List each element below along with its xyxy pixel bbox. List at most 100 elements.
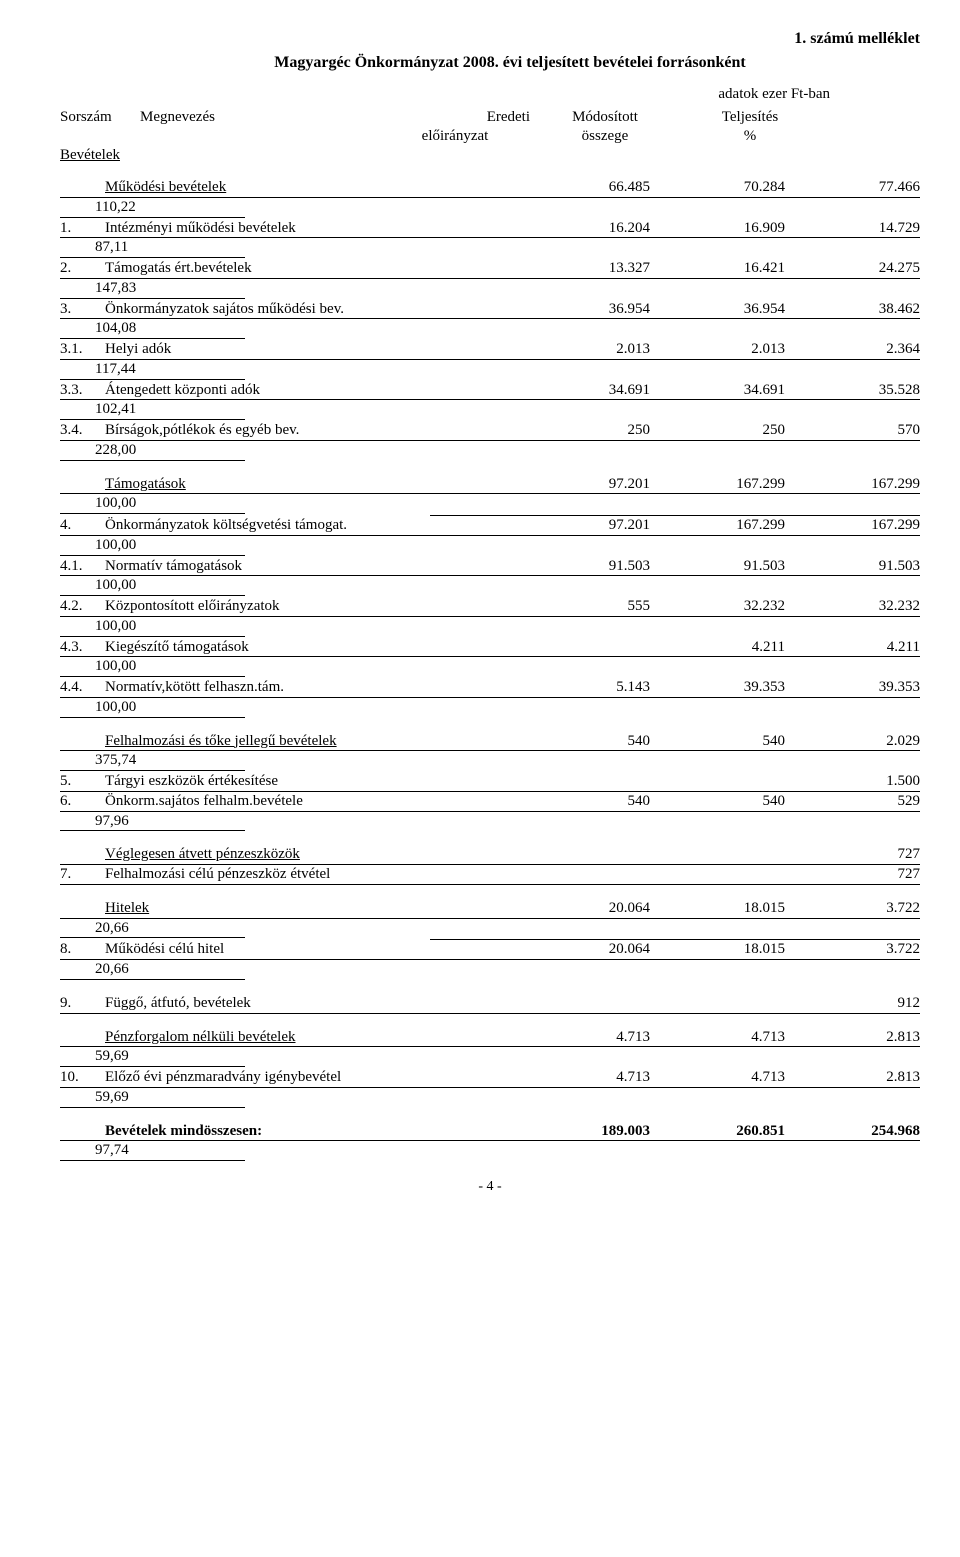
row-percent: 147,83 bbox=[60, 279, 245, 299]
row-percent: 100,00 bbox=[60, 536, 245, 556]
row-percent: 102,41 bbox=[60, 400, 245, 420]
table-row: 7.Felhalmozási célú pénzeszköz étvétel72… bbox=[60, 865, 920, 885]
row-value: 570 bbox=[785, 421, 920, 440]
row-number: 10. bbox=[60, 1068, 105, 1087]
table-row: Működési bevételek66.48570.28477.466 bbox=[60, 178, 920, 198]
bevetelek-heading: Bevételek bbox=[60, 147, 920, 164]
row-value: 4.713 bbox=[650, 1068, 785, 1087]
table-row: Bevételek mindösszesen:189.003260.851254… bbox=[60, 1122, 920, 1142]
row-value: 727 bbox=[785, 845, 920, 864]
row-name: Tárgyi eszközök értékesítése bbox=[105, 772, 515, 791]
row-group: Pénzforgalom nélküli bevételek4.7134.713… bbox=[60, 1028, 920, 1108]
row-group: Véglegesen átvett pénzeszközök 7277.Felha… bbox=[60, 845, 920, 885]
row-name: Működési bevételek bbox=[105, 178, 515, 197]
row-value: 2.013 bbox=[515, 340, 650, 359]
row-value: 36.954 bbox=[515, 300, 650, 319]
row-value: 91.503 bbox=[515, 557, 650, 576]
row-value: 189.003 bbox=[515, 1122, 650, 1141]
row-percent: 104,08 bbox=[60, 319, 245, 339]
table-row: 1.Intézményi működési bevételek16.20416.… bbox=[60, 219, 920, 239]
row-group: Hitelek20.06418.0153.72220,668.Működési … bbox=[60, 899, 920, 980]
row-value: 34.691 bbox=[650, 381, 785, 400]
table-row: 4.2.Központosított előirányzatok55532.23… bbox=[60, 597, 920, 617]
row-name: Intézményi működési bevételek bbox=[105, 219, 515, 238]
row-value: 34.691 bbox=[515, 381, 650, 400]
col-teljesites: Teljesítés bbox=[680, 109, 820, 126]
row-value: 77.466 bbox=[785, 178, 920, 197]
row-value: 16.909 bbox=[650, 219, 785, 238]
row-value: 167.299 bbox=[650, 516, 785, 535]
table-row: Támogatások97.201167.299167.299 bbox=[60, 475, 920, 495]
row-value: 1.500 bbox=[785, 772, 920, 791]
row-value: 20.064 bbox=[515, 899, 650, 918]
row-percent: 100,00 bbox=[60, 698, 245, 718]
row-percent: 228,00 bbox=[60, 441, 245, 461]
units-label: adatok ezer Ft-ban bbox=[60, 86, 920, 103]
row-name: Önkormányzatok költségvetési támogat. bbox=[105, 516, 515, 535]
row-name: Támogatás ért.bevételek bbox=[105, 259, 515, 278]
row-group: 9.Függő, átfutó, bevételek912 bbox=[60, 994, 920, 1014]
row-group: Felhalmozási és tőke jellegű bevételek54… bbox=[60, 732, 920, 832]
row-value: 4.211 bbox=[785, 638, 920, 657]
row-percent: 97,96 bbox=[60, 812, 245, 832]
row-percent: 100,00 bbox=[60, 617, 245, 637]
row-number: 4. bbox=[60, 516, 105, 535]
row-value: 91.503 bbox=[785, 557, 920, 576]
row-value: 540 bbox=[650, 732, 785, 751]
row-value: 32.232 bbox=[650, 597, 785, 616]
row-name: Véglegesen átvett pénzeszközök bbox=[105, 845, 515, 864]
row-value: 3.722 bbox=[785, 940, 920, 959]
table-row: Felhalmozási és tőke jellegű bevételek54… bbox=[60, 732, 920, 752]
table-row: 4.Önkormányzatok költségvetési támogat.9… bbox=[60, 516, 920, 536]
row-value: 250 bbox=[515, 421, 650, 440]
row-name: Felhalmozási célú pénzeszköz étvétel bbox=[105, 865, 515, 884]
row-value: 540 bbox=[650, 792, 785, 811]
attachment-label: 1. számú melléklet bbox=[60, 30, 920, 48]
table-row: 3.Önkormányzatok sajátos működési bev.36… bbox=[60, 300, 920, 320]
row-value: 39.353 bbox=[785, 678, 920, 697]
row-percent: 20,66 bbox=[60, 919, 245, 939]
row-value: 16.204 bbox=[515, 219, 650, 238]
row-name: Működési célú hitel bbox=[105, 940, 515, 959]
row-number: 6. bbox=[60, 792, 105, 811]
row-percent: 100,00 bbox=[60, 494, 245, 514]
row-value: 4.713 bbox=[515, 1068, 650, 1087]
row-value: 167.299 bbox=[785, 516, 920, 535]
data-table-body: Működési bevételek66.48570.28477.466110,… bbox=[60, 178, 920, 1161]
row-number: 3.1. bbox=[60, 340, 105, 359]
col-percent: % bbox=[680, 128, 820, 145]
page-title: Magyargéc Önkormányzat 2008. évi teljesí… bbox=[60, 54, 920, 72]
totals-block: Bevételek mindösszesen:189.003260.851254… bbox=[60, 1122, 920, 1162]
row-number: 4.1. bbox=[60, 557, 105, 576]
row-value: 167.299 bbox=[785, 475, 920, 494]
row-value: 5.143 bbox=[515, 678, 650, 697]
row-value: 529 bbox=[785, 792, 920, 811]
row-value: 2.813 bbox=[785, 1068, 920, 1087]
row-value: 20.064 bbox=[515, 940, 650, 959]
column-header-row-2: előirányzat összege % bbox=[60, 128, 920, 145]
row-percent: 117,44 bbox=[60, 360, 245, 380]
row-number: 9. bbox=[60, 994, 105, 1013]
row-number: 2. bbox=[60, 259, 105, 278]
row-value: 13.327 bbox=[515, 259, 650, 278]
row-value: 2.364 bbox=[785, 340, 920, 359]
row-value: 540 bbox=[515, 792, 650, 811]
row-value: 540 bbox=[515, 732, 650, 751]
row-name: Bírságok,pótlékok és egyéb bev. bbox=[105, 421, 515, 440]
row-percent: 59,69 bbox=[60, 1047, 245, 1067]
row-name: Önkorm.sajátos felhalm.bevétele bbox=[105, 792, 515, 811]
row-percent: 87,11 bbox=[60, 238, 245, 258]
table-row: Pénzforgalom nélküli bevételek4.7134.713… bbox=[60, 1028, 920, 1048]
row-name: Bevételek mindösszesen: bbox=[105, 1122, 515, 1141]
row-value: 2.813 bbox=[785, 1028, 920, 1047]
row-number: 4.3. bbox=[60, 638, 105, 657]
row-percent: 20,66 bbox=[60, 960, 245, 980]
row-value: 18.015 bbox=[650, 940, 785, 959]
row-group: Működési bevételek66.48570.28477.466110,… bbox=[60, 178, 920, 461]
table-row: 10.Előző évi pénzmaradvány igénybevétel4… bbox=[60, 1068, 920, 1088]
table-row: 3.1.Helyi adók2.0132.0132.364 bbox=[60, 340, 920, 360]
row-value: 912 bbox=[785, 994, 920, 1013]
row-name: Önkormányzatok sajátos működési bev. bbox=[105, 300, 515, 319]
row-value: 254.968 bbox=[785, 1122, 920, 1141]
col-megnevezes: Megnevezés bbox=[140, 109, 380, 126]
